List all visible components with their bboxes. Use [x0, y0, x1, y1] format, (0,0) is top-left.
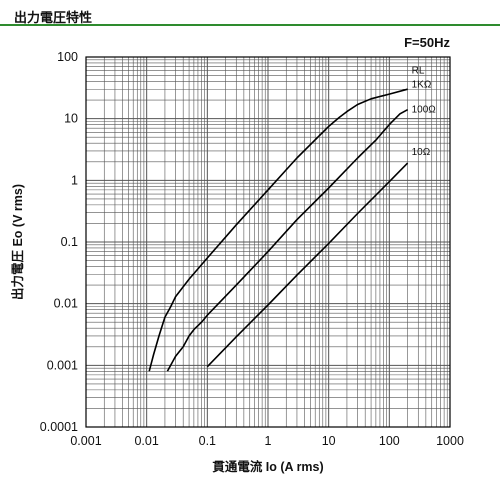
x-tick-label: 100 — [379, 434, 400, 448]
curve-label-layer: RL 1KΩ 100Ω 10Ω — [412, 66, 437, 158]
y-tick-label: 0.001 — [47, 358, 78, 372]
y-tick-label: 10 — [64, 112, 78, 126]
series-label: 1KΩ — [412, 79, 432, 90]
y-tick-label: 0.0001 — [40, 420, 78, 434]
x-tick-label: 1000 — [436, 434, 464, 448]
series-line — [148, 88, 408, 372]
series-label: 10Ω — [412, 147, 431, 158]
y-tick-label: 100 — [57, 50, 78, 64]
x-tick-label: 10 — [322, 434, 336, 448]
x-axis-label: 貫通電流 Io (A rms) — [212, 459, 323, 474]
plot-frame — [85, 56, 451, 428]
x-tick-label: 1 — [265, 434, 272, 448]
series-line — [166, 108, 408, 372]
x-tick-label: 0.1 — [199, 434, 216, 448]
page-title: 出力電圧特性 — [14, 10, 93, 25]
series-label: 100Ω — [412, 105, 437, 116]
y-tick-label: 0.01 — [54, 297, 78, 311]
y-tick-label: 1 — [71, 173, 78, 187]
series-label: RL — [412, 66, 425, 77]
x-tick-label: 0.01 — [134, 434, 158, 448]
frequency-annotation: F=50Hz — [404, 35, 450, 50]
curve-layer — [148, 88, 409, 372]
y-axis-label: 出力電圧 Eo (V rms) — [10, 184, 25, 300]
series-line — [206, 162, 409, 368]
y-tick-labels: 0.0001 0.001 0.01 0.1 1 10 100 — [40, 50, 78, 434]
grid-layer — [85, 57, 450, 428]
x-tick-labels: 0.001 0.01 0.1 1 10 100 1000 — [70, 434, 464, 448]
header: 出力電圧特性 — [0, 0, 500, 28]
y-tick-label: 0.1 — [61, 235, 78, 249]
header-divider — [0, 24, 500, 26]
x-tick-label: 0.001 — [70, 434, 101, 448]
